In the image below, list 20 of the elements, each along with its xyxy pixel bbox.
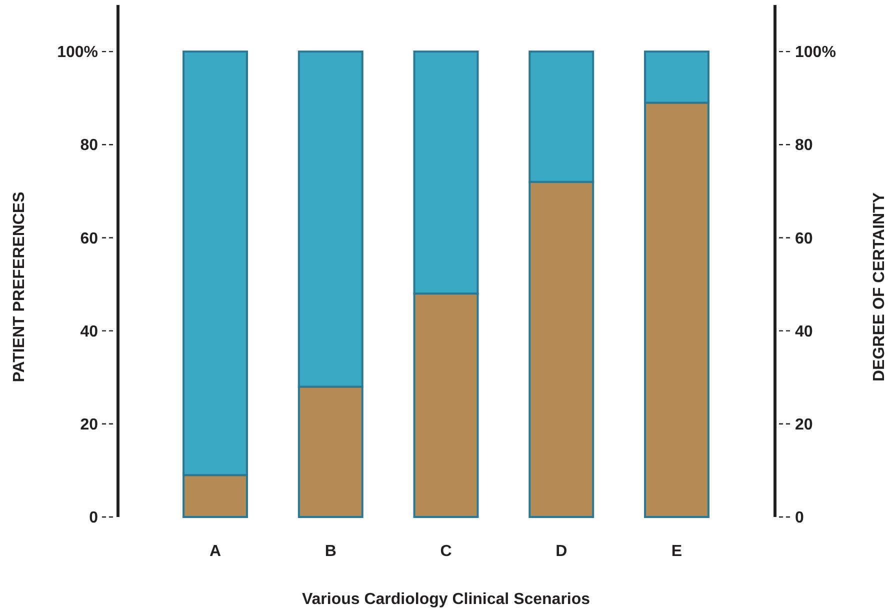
y2-tick-label: 60 [795, 230, 813, 248]
y-tick-label: 20 [80, 416, 98, 434]
y2-tick-label: 100% [795, 44, 836, 62]
y2-tick-label: 80 [795, 137, 813, 154]
y-axis-title: PATIENT PREFERENCES [11, 191, 28, 382]
y2-tick-label: 40 [795, 323, 813, 340]
y-tick-label: 60 [80, 230, 98, 248]
y-tick-label: 40 [80, 323, 98, 340]
x-tick-label: D [556, 543, 568, 560]
x-tick-label: C [440, 543, 452, 560]
y2-axis-title: DEGREE OF CERTAINTY [871, 192, 888, 382]
x-tick-label: B [324, 543, 336, 560]
y-tick-label: 100% [57, 44, 98, 62]
y-tick-label: 0 [89, 510, 98, 527]
y2-tick-label: 0 [795, 510, 804, 527]
x-tick-label: E [671, 543, 682, 560]
x-tick-label: A [209, 543, 222, 560]
y-tick-label: 80 [80, 137, 98, 154]
x-axis-title: Various Cardiology Clinical Scenarios [302, 591, 590, 608]
y2-tick-label: 20 [795, 416, 813, 434]
